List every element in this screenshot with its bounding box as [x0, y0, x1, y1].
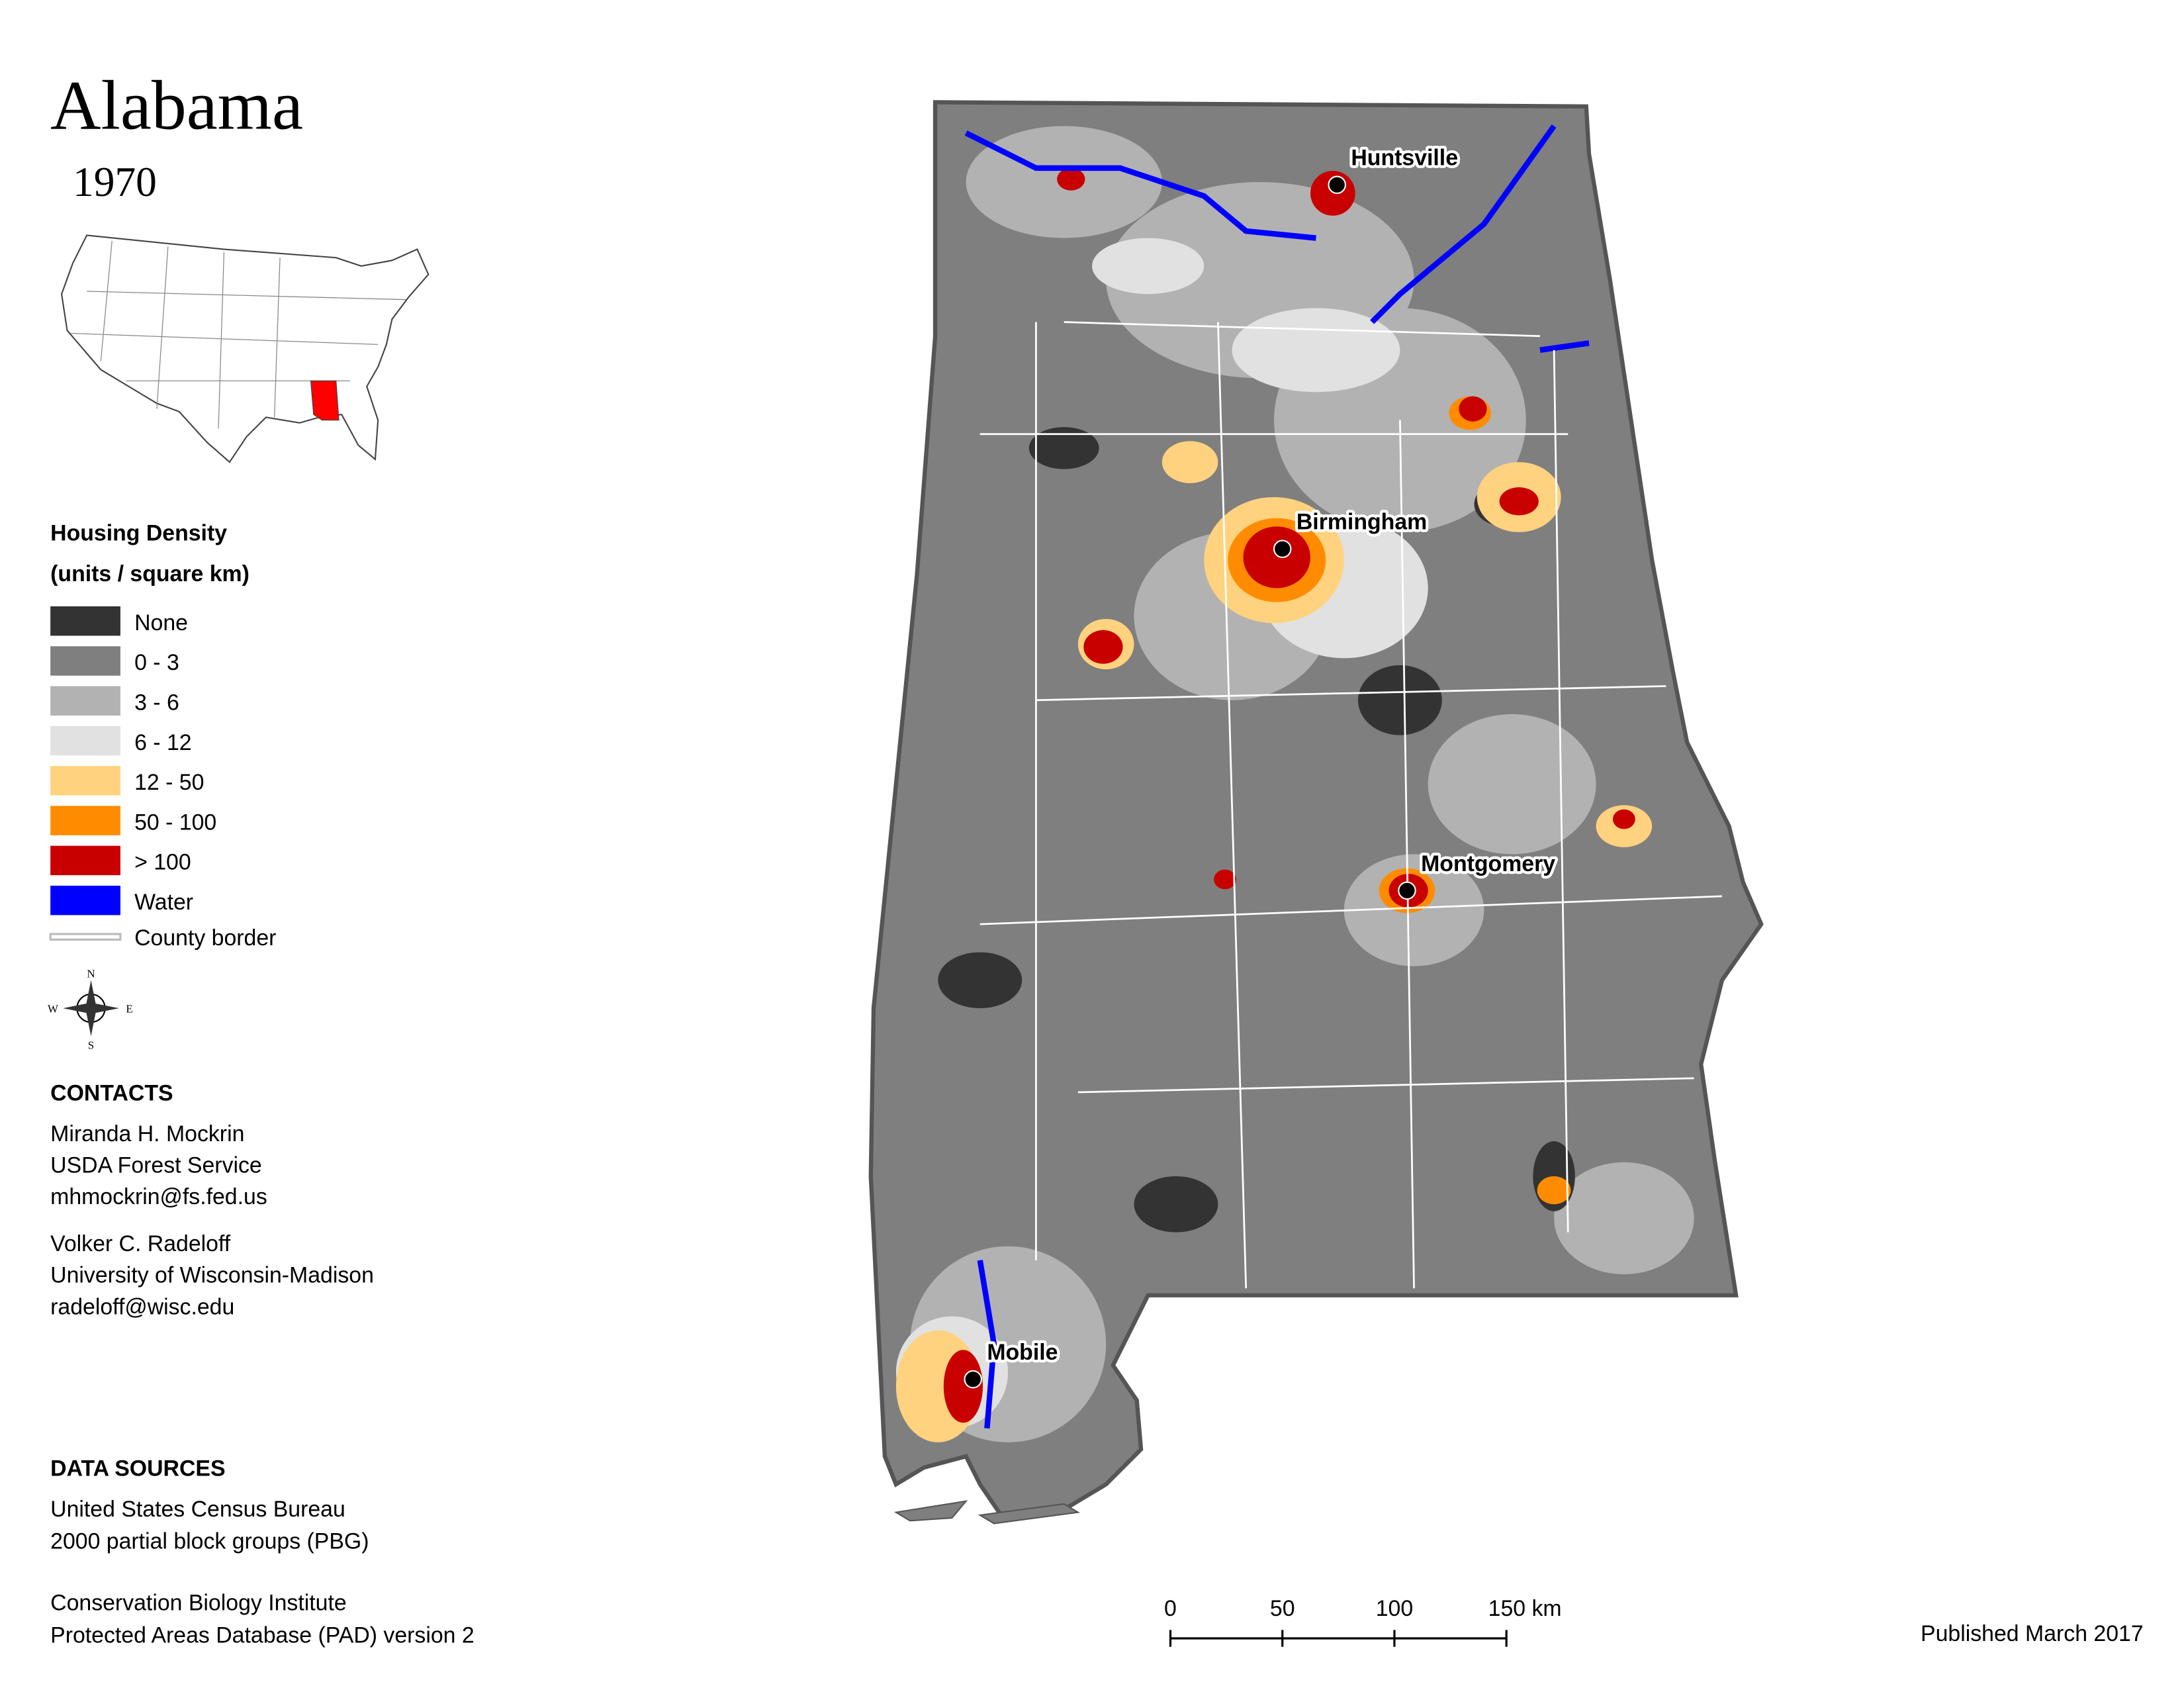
city-dot	[1328, 175, 1346, 194]
legend-subtitle: (units / square km)	[50, 561, 250, 586]
sources: United States Census Bureau 2000 partial …	[50, 1497, 475, 1648]
cities: Huntsville Birmingham Montgomery Mobile	[964, 142, 1559, 1389]
scale-label: 50	[1270, 1596, 1295, 1621]
legend-label: 6 - 12	[134, 730, 192, 755]
legend-label: 3 - 6	[134, 690, 179, 716]
legend-label: > 100	[134, 850, 191, 875]
legend-swatch	[50, 726, 120, 756]
legend-swatch	[50, 646, 120, 676]
legend-border-swatch	[49, 933, 122, 941]
legend-title: Housing Density	[50, 521, 227, 546]
published: Published March 2017	[1921, 1621, 2144, 1646]
legend-label: County border	[134, 925, 276, 951]
source-line: 2000 partial block groups (PBG)	[50, 1529, 369, 1554]
legend-label: None	[134, 610, 188, 635]
legend-swatch	[50, 806, 120, 835]
contact-line: Volker C. Radeloff	[50, 1231, 231, 1256]
source-line: Protected Areas Database (PAD) version 2	[50, 1622, 475, 1648]
year: 1970	[73, 158, 157, 205]
scale-label: 0	[1164, 1596, 1177, 1621]
scale-bar	[1169, 1630, 1508, 1647]
contact-line: mhmockrin@fs.fed.us	[50, 1184, 267, 1209]
legend-swatch	[50, 686, 120, 716]
contacts-title: CONTACTS	[50, 1081, 173, 1106]
layout: Alabama 1970 Housing Density (units / sq…	[48, 67, 2144, 1648]
legend: None 0 - 3 3 - 6 6 - 12 12 - 50 50 - 100 > 100…	[49, 606, 276, 951]
title: Alabama	[50, 67, 303, 144]
legend-label: 12 - 50	[134, 770, 204, 795]
us-inset	[60, 234, 430, 463]
contact-line: University of Wisconsin-Madison	[50, 1263, 374, 1288]
scale-label: 100	[1376, 1596, 1413, 1621]
scale-labels: 0 50 100 150 km	[1164, 1596, 1562, 1621]
legend-swatch	[50, 766, 120, 796]
contact-line: Miranda H. Mockrin	[50, 1121, 244, 1147]
legend-swatch	[50, 885, 120, 915]
city-label: Montgomery	[1421, 851, 1555, 876]
scale-label: 150 km	[1488, 1596, 1562, 1621]
city-label: Huntsville	[1351, 146, 1458, 171]
legend-label: 50 - 100	[134, 810, 216, 835]
compass-s: S	[88, 1039, 94, 1051]
city-dot	[964, 1370, 982, 1389]
contacts: Miranda H. Mockrin USDA Forest Service mhm…	[50, 1121, 374, 1319]
source-line: Conservation Biology Institute	[50, 1591, 347, 1616]
legend-swatch	[50, 845, 120, 876]
compass-rose: N E S W	[48, 968, 133, 1052]
city-dot	[1398, 881, 1416, 900]
compass-n: N	[87, 968, 95, 980]
compass-e: E	[126, 1002, 132, 1015]
legend-label: Water	[134, 890, 193, 915]
city-label: Mobile	[987, 1340, 1058, 1365]
source-line: United States Census Bureau	[50, 1497, 345, 1522]
contact-line: radeloff@wisc.edu	[50, 1294, 234, 1319]
state-map	[868, 100, 1764, 1524]
contact-line: USDA Forest Service	[50, 1153, 262, 1178]
compass-w: W	[48, 1002, 58, 1015]
city-label: Birmingham	[1297, 510, 1427, 535]
city-dot	[1273, 539, 1292, 558]
legend-label: 0 - 3	[134, 650, 179, 675]
legend-swatch	[50, 606, 120, 636]
sources-title: DATA SOURCES	[50, 1456, 225, 1481]
